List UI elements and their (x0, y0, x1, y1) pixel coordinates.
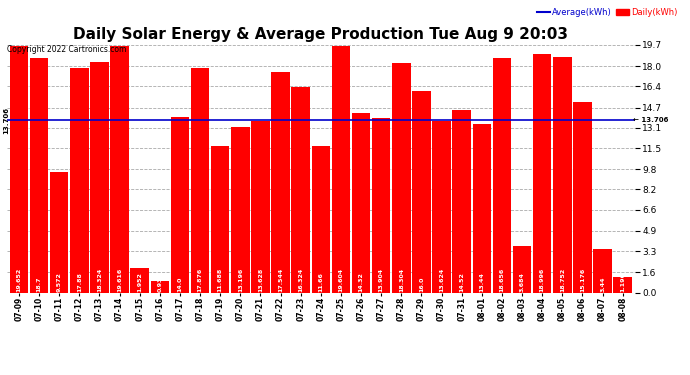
Bar (372, 118, 391, 292)
Bar (392, 63, 411, 292)
Bar (130, 268, 149, 292)
Text: 14.0: 14.0 (177, 276, 182, 292)
Text: 13.904: 13.904 (379, 268, 384, 292)
Text: 0.936: 0.936 (157, 272, 162, 292)
Bar (231, 127, 250, 292)
Text: 11.688: 11.688 (218, 268, 223, 292)
Text: 16.0: 16.0 (419, 276, 424, 292)
Text: 14.32: 14.32 (359, 272, 364, 292)
Bar (271, 72, 290, 292)
Text: 19.652: 19.652 (17, 268, 21, 292)
Legend: Average(kWh), Daily(kWh): Average(kWh), Daily(kWh) (534, 4, 681, 20)
Text: 18.304: 18.304 (399, 268, 404, 292)
Bar (10, 46, 28, 292)
Bar (533, 54, 551, 292)
Bar (30, 58, 48, 292)
Text: 16.324: 16.324 (298, 268, 303, 292)
Bar (493, 58, 511, 292)
Bar (50, 172, 68, 292)
Bar (412, 92, 431, 292)
Text: 3.44: 3.44 (600, 276, 605, 292)
Text: 19.604: 19.604 (339, 268, 344, 292)
Text: ← 13.706: ← 13.706 (633, 117, 668, 123)
Bar (211, 146, 230, 292)
Bar (90, 62, 109, 292)
Text: 13.628: 13.628 (258, 268, 263, 292)
Bar (70, 68, 88, 292)
Text: 11.66: 11.66 (318, 272, 324, 292)
Bar (191, 68, 209, 292)
Text: 14.52: 14.52 (460, 272, 464, 292)
Text: 19.616: 19.616 (117, 268, 122, 292)
Bar (291, 87, 310, 292)
Text: 18.656: 18.656 (500, 268, 504, 292)
Text: 18.324: 18.324 (97, 268, 102, 292)
Text: 17.876: 17.876 (197, 268, 203, 292)
Bar (613, 278, 632, 292)
Text: 13.44: 13.44 (480, 272, 484, 292)
Text: 18.752: 18.752 (560, 268, 565, 292)
Text: 1.952: 1.952 (137, 272, 142, 292)
Text: 15.176: 15.176 (580, 268, 585, 292)
Bar (150, 281, 169, 292)
Bar (593, 249, 612, 292)
Text: 18.7: 18.7 (37, 276, 41, 292)
Text: 9.572: 9.572 (57, 272, 61, 292)
Bar (110, 46, 129, 292)
Text: 13.196: 13.196 (238, 268, 243, 292)
Bar (433, 122, 451, 292)
Bar (251, 121, 270, 292)
Text: 13.624: 13.624 (439, 268, 444, 292)
Text: 1.196: 1.196 (620, 272, 625, 292)
Text: 18.996: 18.996 (540, 268, 544, 292)
Bar (473, 124, 491, 292)
Bar (352, 112, 371, 292)
Bar (170, 117, 189, 292)
Text: 17.88: 17.88 (77, 272, 82, 292)
Bar (312, 146, 330, 292)
Title: Daily Solar Energy & Average Production Tue Aug 9 20:03: Daily Solar Energy & Average Production … (73, 27, 569, 42)
Bar (513, 246, 531, 292)
Text: 17.544: 17.544 (278, 268, 283, 292)
Text: Copyright 2022 Cartronics.com: Copyright 2022 Cartronics.com (7, 45, 126, 54)
Bar (553, 57, 571, 292)
Text: 3.684: 3.684 (520, 272, 524, 292)
Text: 13.706: 13.706 (3, 107, 9, 134)
Bar (573, 102, 592, 292)
Bar (453, 110, 471, 292)
Bar (332, 46, 351, 292)
